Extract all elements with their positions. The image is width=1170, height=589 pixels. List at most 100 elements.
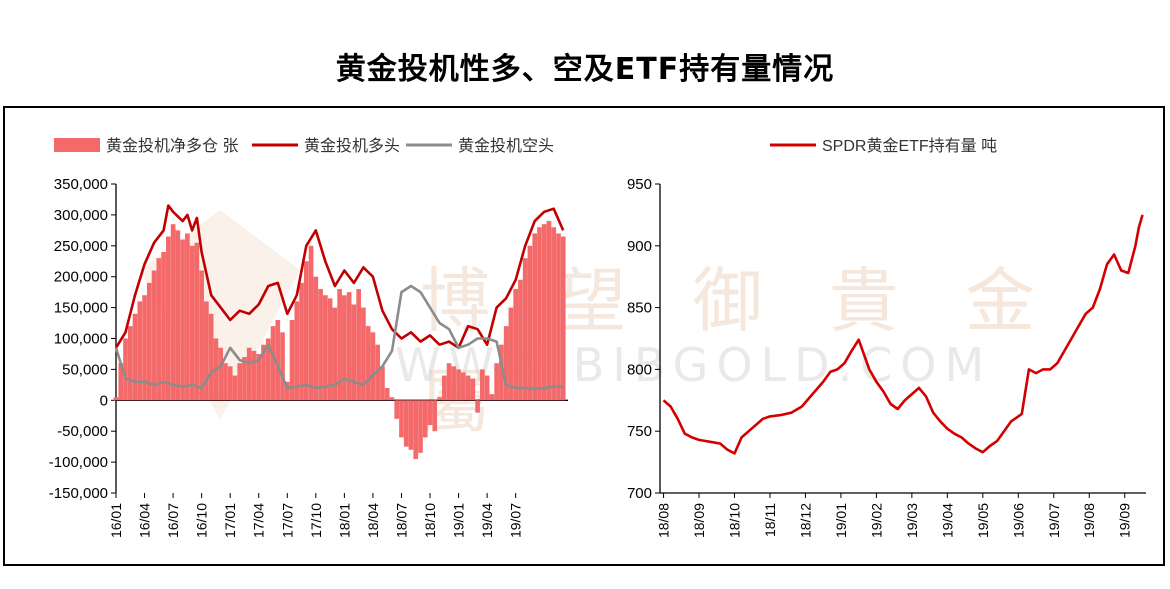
net-long-bar [137,301,143,401]
net-long-bar [527,245,533,401]
net-long-bar [232,375,238,401]
net-long-bar [327,298,333,401]
x-tick-label: 19/01 [451,503,467,538]
net-long-bar [422,400,428,438]
net-long-bar [166,236,171,401]
net-long-bar [280,332,285,401]
net-long-bar [427,400,433,426]
net-long-bar [284,381,290,401]
x-tick-label: 19/07 [1046,503,1062,538]
legend-label: SPDR黄金ETF持有量 吨 [822,137,997,155]
net-long-bar [389,397,395,401]
net-long-bar [532,233,538,401]
net-long-bar [446,363,452,401]
x-tick-label: 18/04 [365,503,381,538]
net-long-bar [151,270,157,401]
net-long-bar [513,289,518,401]
x-tick-label: 19/06 [1010,503,1026,538]
y-tick-label: 900 [627,238,652,255]
y-tick-label: 200,000 [54,269,108,286]
y-tick-label: -100,000 [49,454,108,471]
net-long-bar [342,295,347,401]
net-long-bar [127,326,133,401]
net-long-bar [123,338,128,401]
net-long-bar [365,326,371,401]
net-long-bar [551,227,557,401]
net-long-bar [337,289,342,401]
net-long-bar [218,347,224,401]
net-long-bar [441,375,447,401]
legend-label: 黄金投机空头 [458,137,554,155]
net-long-bar [242,357,247,401]
net-long-bar [318,289,323,401]
net-long-bar [323,295,328,401]
net-long-bar [332,307,338,401]
x-tick-label: 19/07 [508,503,524,538]
legend-swatch-net-long [54,138,100,152]
x-tick-label: 19/04 [939,503,955,538]
y-tick-label: 950 [627,176,652,193]
net-long-bar [494,363,499,401]
y-tick-label: -50,000 [57,423,108,440]
net-long-bar [460,372,466,401]
net-long-bar [408,400,414,450]
net-long-bar [403,400,409,447]
net-long-bar [308,245,314,401]
net-long-bar [556,233,561,401]
net-long-bar [489,394,495,401]
net-long-bar [170,224,176,401]
net-long-bar [537,227,542,401]
x-tick-label: 18/10 [726,503,742,538]
x-tick-label: 16/07 [165,503,181,538]
net-long-bar [146,282,152,401]
net-long-bar [465,375,471,401]
net-long-bar [384,387,390,401]
net-long-bar [508,307,514,401]
x-tick-label: 18/07 [393,503,409,538]
net-long-bar [303,261,309,401]
net-long-bar [294,301,300,401]
net-long-bar [142,295,147,401]
net-long-bar [189,245,195,401]
net-long-bar [227,366,233,401]
x-tick-label: 18/09 [691,503,707,538]
net-long-bar [237,363,243,401]
spdr-line [662,214,1144,455]
net-long-bar [175,230,181,401]
x-tick-label: 17/07 [279,503,295,538]
y-tick-label: 50,000 [62,361,108,378]
net-long-bar [208,313,214,401]
net-long-bar [560,236,566,401]
net-long-bar [518,279,523,401]
net-long-bar [475,400,480,413]
net-long-bar [194,242,200,401]
x-tick-label: 18/12 [797,503,813,538]
net-long-bar [418,400,423,453]
net-long-bar [480,369,485,401]
x-tick-label: 18/01 [336,503,352,538]
x-tick-label: 19/04 [479,503,495,538]
y-tick-label: 750 [627,423,652,440]
net-long-bar [546,221,552,401]
legend-label: 黄金投机净多仓 张 [106,137,238,155]
x-tick-label: 17/10 [308,503,324,538]
net-long-bar [351,304,357,401]
net-long-bar [456,369,461,401]
net-long-bar [256,353,262,401]
net-long-bar [370,332,376,401]
y-tick-label: 800 [627,361,652,378]
x-tick-label: 17/01 [222,503,238,538]
net-long-bar [289,319,295,401]
x-tick-label: 18/10 [422,503,438,538]
y-tick-label: 850 [627,300,652,317]
page-title: 黄金投机性多、空及ETF持有量情况 [335,52,835,87]
x-tick-label: 19/01 [833,503,849,538]
net-long-bar [270,326,276,401]
net-long-bar [356,289,361,401]
net-long-bar [499,344,504,401]
x-tick-label: 19/02 [868,503,884,538]
net-long-bar [265,338,271,401]
chart-frame [3,106,1165,566]
